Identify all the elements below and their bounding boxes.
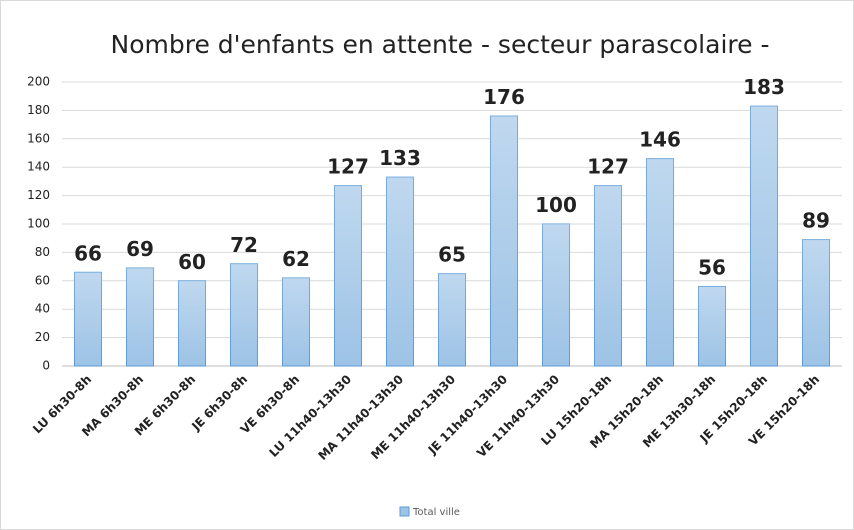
- y-tick-label: 60: [35, 273, 50, 287]
- chart-title: Nombre d'enfants en attente - secteur pa…: [111, 30, 770, 59]
- bar: [385, 176, 415, 367]
- bar: [281, 277, 311, 367]
- data-label: 72: [230, 233, 258, 257]
- bar: [697, 285, 727, 367]
- y-tick-label: 180: [27, 103, 50, 117]
- bar: [333, 185, 363, 367]
- bar: [645, 158, 675, 367]
- data-label: 133: [379, 146, 421, 170]
- bar: [73, 271, 103, 367]
- y-tick-label: 100: [27, 217, 50, 231]
- bar: [541, 223, 571, 367]
- bar: [177, 280, 207, 367]
- bar: [749, 105, 779, 367]
- y-tick-label: 200: [27, 75, 50, 89]
- y-tick-label: 80: [35, 245, 50, 259]
- bar: [593, 185, 623, 367]
- data-label: 65: [438, 243, 466, 267]
- y-tick-label: 160: [27, 131, 50, 145]
- data-label: 89: [802, 209, 830, 233]
- legend-swatch: [399, 506, 410, 517]
- data-label: 60: [178, 250, 206, 274]
- y-tick-label: 140: [27, 160, 50, 174]
- data-label: 66: [74, 241, 102, 265]
- y-tick-label: 20: [35, 330, 50, 344]
- data-label: 127: [327, 155, 369, 179]
- data-label: 183: [743, 75, 785, 99]
- y-tick-label: 0: [42, 359, 50, 373]
- y-tick-label: 40: [35, 302, 50, 316]
- legend-label: Total ville: [412, 507, 460, 518]
- y-tick-label: 120: [27, 188, 50, 202]
- data-label: 146: [639, 128, 681, 152]
- bar: [801, 239, 831, 367]
- bar: [437, 273, 467, 367]
- data-label: 69: [126, 237, 154, 261]
- data-label: 176: [483, 85, 525, 109]
- bar: [489, 115, 519, 367]
- data-label: 62: [282, 247, 310, 271]
- bar: [125, 267, 155, 367]
- data-label: 100: [535, 193, 577, 217]
- bar: [229, 263, 259, 367]
- data-label: 127: [587, 155, 629, 179]
- data-label: 56: [698, 255, 726, 279]
